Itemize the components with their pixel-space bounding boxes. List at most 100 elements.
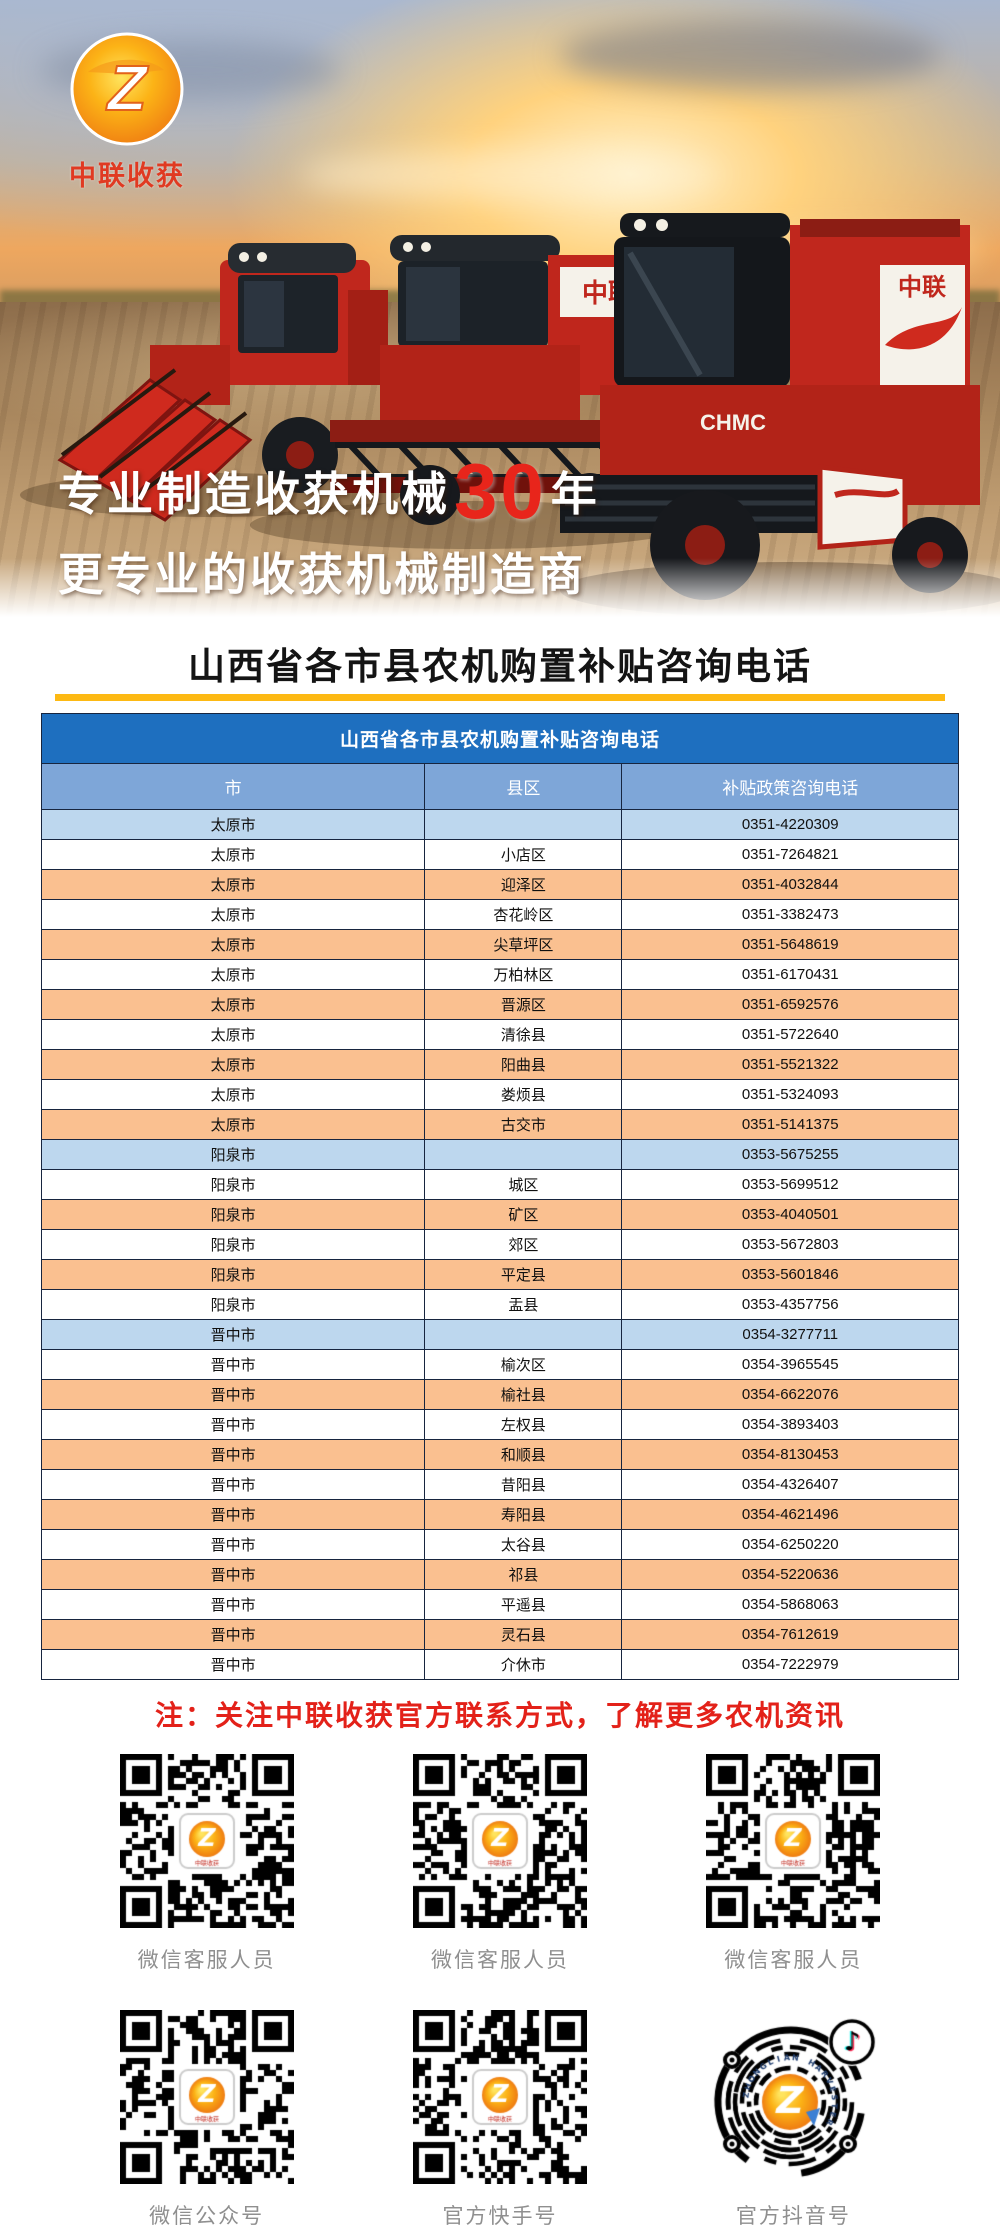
cell-phone: 0351-5141375 xyxy=(621,1109,959,1140)
cell-phone: 0354-5220636 xyxy=(621,1559,959,1590)
slogan-line-1: 专业制造收获机械 30 年 xyxy=(58,447,600,535)
cell-county xyxy=(424,809,623,840)
cell-city: 太原市 xyxy=(40,959,426,990)
cell-county: 和顺县 xyxy=(424,1439,623,1470)
cell-city: 晋中市 xyxy=(40,1439,426,1470)
table-row: 阳泉市 郊区 0353-5672803 xyxy=(40,1229,959,1260)
table-row: 阳泉市 矿区 0353-4040501 xyxy=(40,1199,959,1230)
cell-phone: 0351-5648619 xyxy=(621,929,959,960)
cell-city: 太原市 xyxy=(40,869,426,900)
cell-phone: 0354-7612619 xyxy=(621,1619,959,1650)
cell-phone: 0354-3965545 xyxy=(621,1349,959,1380)
slogan-30-highlight: 30 xyxy=(454,447,547,535)
table-row: 晋中市 平遥县 0354-5868063 xyxy=(40,1589,959,1620)
cell-city: 太原市 xyxy=(40,1049,426,1080)
slogan-prefix: 专业制造收获机械 xyxy=(58,468,450,521)
cell-city: 晋中市 xyxy=(40,1349,426,1380)
cell-phone: 0353-5675255 xyxy=(621,1139,959,1170)
cell-phone: 0351-5722640 xyxy=(621,1019,959,1050)
table-row: 阳泉市 平定县 0353-5601846 xyxy=(40,1259,959,1290)
cell-city: 太原市 xyxy=(40,1079,426,1110)
qr-label: 微信公众号 xyxy=(149,2205,265,2228)
hero-slogans: 专业制造收获机械 30 年 更专业的收获机械制造商 xyxy=(58,447,600,603)
cell-phone: 0354-6250220 xyxy=(621,1529,959,1560)
cell-phone: 0351-4220309 xyxy=(621,809,959,840)
cell-city: 阳泉市 xyxy=(40,1289,426,1320)
cell-county: 尖草坪区 xyxy=(424,929,623,960)
svg-text:中联: 中联 xyxy=(898,274,946,301)
cell-city: 太原市 xyxy=(40,1109,426,1140)
table-row: 太原市 阳曲县 0351-5521322 xyxy=(40,1049,959,1080)
cell-phone: 0354-6622076 xyxy=(621,1379,959,1410)
qr-code-grid: 微信客服人员 微信客服人员 微信客服人员 微信公众号 官方快手号 官方抖音号 xyxy=(60,1754,940,2230)
table-row: 太原市 0351-4220309 xyxy=(40,809,959,840)
subsidy-phone-table: 山西省各市县农机购置补贴咨询电话 市 县区 补贴政策咨询电话 太原市 0351-4… xyxy=(40,713,959,1680)
cell-phone: 0354-7222979 xyxy=(621,1649,959,1680)
column-header-city: 市 xyxy=(40,763,426,810)
cell-county: 榆社县 xyxy=(424,1379,623,1410)
cell-city: 晋中市 xyxy=(40,1529,426,1560)
slogan-suffix: 年 xyxy=(550,468,600,521)
cell-county: 左权县 xyxy=(424,1409,623,1440)
cell-city: 晋中市 xyxy=(40,1469,426,1500)
cell-county: 晋源区 xyxy=(424,989,623,1020)
table-row: 太原市 小店区 0351-7264821 xyxy=(40,839,959,870)
cell-phone: 0351-4032844 xyxy=(621,869,959,900)
qr-item: 官方快手号 xyxy=(353,2010,646,2230)
svg-text:CHMC: CHMC xyxy=(700,410,766,435)
cell-county xyxy=(424,1139,623,1170)
qr-item: 官方抖音号 xyxy=(647,2010,940,2230)
cell-city: 晋中市 xyxy=(40,1379,426,1410)
cell-city: 晋中市 xyxy=(40,1589,426,1620)
cell-county: 迎泽区 xyxy=(424,869,623,900)
cell-county: 矿区 xyxy=(424,1199,623,1230)
cell-city: 晋中市 xyxy=(40,1499,426,1530)
table-row: 太原市 清徐县 0351-5722640 xyxy=(40,1019,959,1050)
subsidy-table-container: 山西省各市县农机购置补贴咨询电话 市 县区 补贴政策咨询电话 太原市 0351-4… xyxy=(40,713,959,1680)
cell-county: 万柏林区 xyxy=(424,959,623,990)
cell-phone: 0354-3277711 xyxy=(621,1319,959,1350)
cell-phone: 0353-5601846 xyxy=(621,1259,959,1290)
gold-divider-rule xyxy=(55,694,945,701)
table-row: 晋中市 昔阳县 0354-4326407 xyxy=(40,1469,959,1500)
table-row: 晋中市 榆次区 0354-3965545 xyxy=(40,1349,959,1380)
cloud-decoration xyxy=(300,150,720,200)
table-row: 晋中市 介休市 0354-7222979 xyxy=(40,1649,959,1680)
cell-city: 太原市 xyxy=(40,809,426,840)
cell-city: 太原市 xyxy=(40,839,426,870)
cell-county xyxy=(424,1319,623,1350)
cell-phone: 0354-4621496 xyxy=(621,1499,959,1530)
cell-county: 清徐县 xyxy=(424,1019,623,1050)
table-row: 晋中市 祁县 0354-5220636 xyxy=(40,1559,959,1590)
qr-item: 微信客服人员 xyxy=(60,1754,353,1974)
cell-phone: 0353-4357756 xyxy=(621,1289,959,1320)
table-row: 太原市 古交市 0351-5141375 xyxy=(40,1109,959,1140)
table-row: 阳泉市 城区 0353-5699512 xyxy=(40,1169,959,1200)
cell-county: 小店区 xyxy=(424,839,623,870)
cell-phone: 0353-4040501 xyxy=(621,1199,959,1230)
cell-county: 介休市 xyxy=(424,1649,623,1680)
wechat-customer-service-qr xyxy=(706,1754,881,1928)
wechat-official-account-qr xyxy=(119,2010,294,2184)
douyin-official-qr xyxy=(706,2010,881,2184)
table-row: 晋中市 0354-3277711 xyxy=(40,1319,959,1350)
zhonglian-logo-icon: Z xyxy=(70,32,184,146)
cell-county: 杏花岭区 xyxy=(424,899,623,930)
cell-phone: 0351-6170431 xyxy=(621,959,959,990)
svg-text:Z: Z xyxy=(105,52,149,124)
cell-city: 太原市 xyxy=(40,899,426,930)
qr-label: 微信客服人员 xyxy=(430,1949,569,1972)
qr-item: 微信客服人员 xyxy=(353,1754,646,1974)
cell-county: 太谷县 xyxy=(424,1529,623,1560)
qr-label: 官方快手号 xyxy=(442,2205,558,2228)
table-row: 太原市 晋源区 0351-6592576 xyxy=(40,989,959,1020)
cell-phone: 0351-7264821 xyxy=(621,839,959,870)
cell-county: 平定县 xyxy=(424,1259,623,1290)
table-row: 晋中市 寿阳县 0354-4621496 xyxy=(40,1499,959,1530)
table-row: 晋中市 榆社县 0354-6622076 xyxy=(40,1379,959,1410)
cell-city: 阳泉市 xyxy=(40,1259,426,1290)
column-header-phone: 补贴政策咨询电话 xyxy=(621,763,959,810)
table-title: 山西省各市县农机购置补贴咨询电话 xyxy=(41,713,959,764)
cell-phone: 0351-5324093 xyxy=(621,1079,959,1110)
cloud-decoration xyxy=(560,20,940,90)
